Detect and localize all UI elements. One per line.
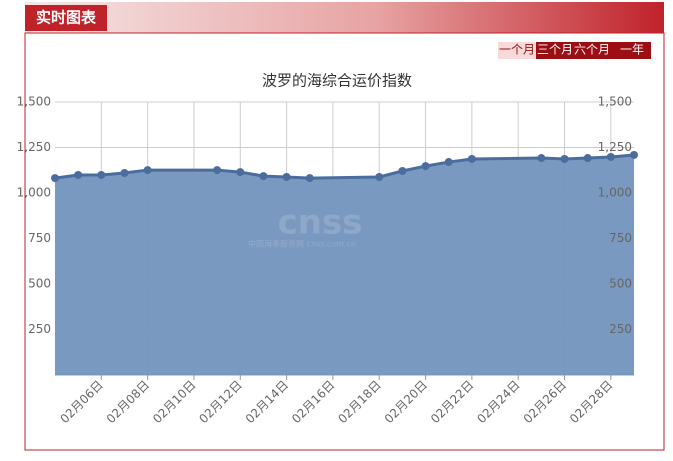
point xyxy=(398,166,407,175)
point xyxy=(236,168,245,177)
point xyxy=(560,154,569,163)
x-tick-label: 02月28日 xyxy=(567,378,615,426)
point xyxy=(583,154,592,163)
point xyxy=(444,158,453,167)
range-button-label[interactable]: 六个月 xyxy=(574,43,610,57)
point xyxy=(74,170,83,179)
y-tick-label: 500 xyxy=(28,277,51,291)
point xyxy=(51,174,59,183)
y2-tick-label: 1,500 xyxy=(598,95,632,109)
header-tab xyxy=(25,5,107,31)
range-button[interactable] xyxy=(498,42,536,59)
y-tick-label: 1,000 xyxy=(17,186,51,200)
x-tick-label: 02月10日 xyxy=(150,378,198,426)
range-button-label[interactable]: 一年 xyxy=(620,43,644,57)
range-button-group[interactable] xyxy=(536,42,651,59)
x-tick-label: 02月06日 xyxy=(57,378,105,426)
point xyxy=(213,166,222,175)
y2-tick-label: 250 xyxy=(609,322,632,336)
header-title: 实时图表 xyxy=(36,9,97,27)
y2-tick-label: 750 xyxy=(609,231,632,245)
point xyxy=(537,154,546,163)
range-button-label[interactable]: 一个月 xyxy=(499,43,535,57)
point xyxy=(606,152,615,161)
x-tick-label: 02月24日 xyxy=(474,378,522,426)
point xyxy=(143,166,152,175)
y-tick-label: 1,250 xyxy=(17,140,51,154)
header-bar xyxy=(25,2,664,33)
point xyxy=(421,162,430,171)
x-tick-label: 02月22日 xyxy=(428,378,476,426)
y-tick-label: 250 xyxy=(28,322,51,336)
point xyxy=(97,170,106,179)
point xyxy=(375,172,384,181)
x-tick-label: 02月16日 xyxy=(289,378,337,426)
point xyxy=(120,168,129,177)
y2-tick-label: 1,250 xyxy=(598,140,632,154)
panel-border xyxy=(24,32,665,451)
point xyxy=(305,174,314,183)
y2-tick-label: 500 xyxy=(609,277,632,291)
chart-title: 波罗的海综合运价指数 xyxy=(262,72,412,90)
y2-tick-label: 1,000 xyxy=(598,186,632,200)
x-tick-label: 02月18日 xyxy=(335,378,383,426)
y-tick-label: 1,500 xyxy=(17,95,51,109)
x-tick-label: 02月14日 xyxy=(243,378,291,426)
point xyxy=(259,172,268,181)
x-tick-label: 02月08日 xyxy=(104,378,152,426)
x-tick-label: 02月26日 xyxy=(521,378,569,426)
point xyxy=(630,150,638,159)
x-tick-label: 02月20日 xyxy=(382,378,430,426)
watermark: cnss xyxy=(278,203,363,243)
range-button-label[interactable]: 三个月 xyxy=(537,43,573,57)
y-tick-label: 750 xyxy=(28,231,51,245)
watermark: 中国海事服务网 cnss.com.cn xyxy=(248,239,356,249)
point xyxy=(467,154,476,163)
area xyxy=(55,154,634,375)
point xyxy=(282,172,291,181)
x-tick-label: 02月12日 xyxy=(196,378,244,426)
